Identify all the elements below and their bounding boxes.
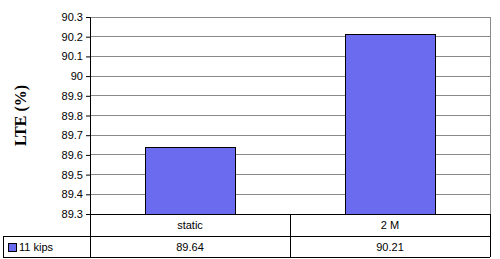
y-tick-mark [86, 135, 90, 136]
y-tick: 90 [71, 70, 90, 82]
table-line [290, 214, 291, 257]
y-tick-mark [86, 194, 90, 195]
legend-key [8, 243, 16, 251]
y-tick-label: 89.6 [62, 149, 83, 161]
table-line [3, 257, 490, 258]
y-axis: 89.3 89.4 89.5 89.6 89.7 89.8 89.9 90 90.1 90.2 90… [62, 11, 91, 220]
y-tick: 89.6 [62, 149, 90, 161]
y-tick-label: 90.3 [62, 11, 83, 23]
bar [345, 35, 435, 214]
y-tick-mark [86, 37, 90, 38]
y-tick: 89.3 [62, 208, 90, 220]
plot-background [90, 17, 490, 214]
table-line [90, 214, 91, 257]
y-tick-mark [86, 214, 90, 215]
data-table [3, 214, 490, 257]
table-line [490, 214, 491, 257]
y-tick-mark [86, 56, 90, 57]
y-tick: 89.4 [62, 188, 90, 200]
y-tick-label: 90 [71, 70, 83, 82]
plot-frame [90, 17, 490, 214]
y-tick-mark [86, 155, 90, 156]
legend-label: 11 kips [19, 241, 54, 253]
y-tick-mark [86, 116, 90, 117]
x-tick-label: static [177, 219, 203, 231]
y-axis-title: LTE (%) [12, 85, 30, 146]
table-line [90, 214, 490, 215]
x-tick: 2 M [381, 214, 399, 231]
y-tick-label: 89.5 [62, 169, 83, 181]
y-tick: 90.1 [62, 50, 90, 62]
chart-container: 89.3 89.4 89.5 89.6 89.7 89.8 89.9 90 90.1 90.2 90… [0, 0, 500, 259]
bar [145, 147, 235, 214]
y-tick: 90.3 [62, 11, 90, 23]
data-labels: 89.64 90.21 [176, 241, 404, 253]
table-line [3, 236, 4, 257]
y-tick: 89.8 [62, 110, 90, 122]
y-axis-line [86, 18, 91, 215]
data-label: 90.21 [376, 241, 404, 253]
y-tick-mark [86, 175, 90, 176]
x-tick-label: 2 M [381, 219, 399, 231]
y-tick-label: 90.1 [62, 50, 83, 62]
chart-svg: 89.3 89.4 89.5 89.6 89.7 89.8 89.9 90 90.1 90.2 90… [0, 0, 500, 259]
table-line [3, 236, 490, 237]
y-tick-label: 89.4 [62, 188, 83, 200]
y-tick: 89.9 [62, 90, 90, 102]
x-axis: static 2 M [91, 214, 491, 231]
bars [145, 35, 435, 214]
y-tick-mark [86, 17, 90, 18]
y-tick-label: 89.7 [62, 129, 83, 141]
grid [90, 17, 490, 214]
y-tick: 89.5 [62, 169, 90, 181]
y-tick-label: 89.9 [62, 90, 83, 102]
grid-line [90, 214, 490, 215]
x-tick: static [177, 214, 203, 231]
y-tick-label: 89.3 [62, 208, 83, 220]
y-tick: 90.2 [62, 31, 90, 43]
x-axis-line [91, 214, 491, 215]
y-tick-label: 89.8 [62, 110, 83, 122]
y-tick-label: 90.2 [62, 31, 83, 43]
y-tick-mark [86, 76, 90, 77]
y-tick: 89.7 [62, 129, 90, 141]
data-label: 89.64 [176, 241, 204, 253]
y-tick-mark [86, 96, 90, 97]
